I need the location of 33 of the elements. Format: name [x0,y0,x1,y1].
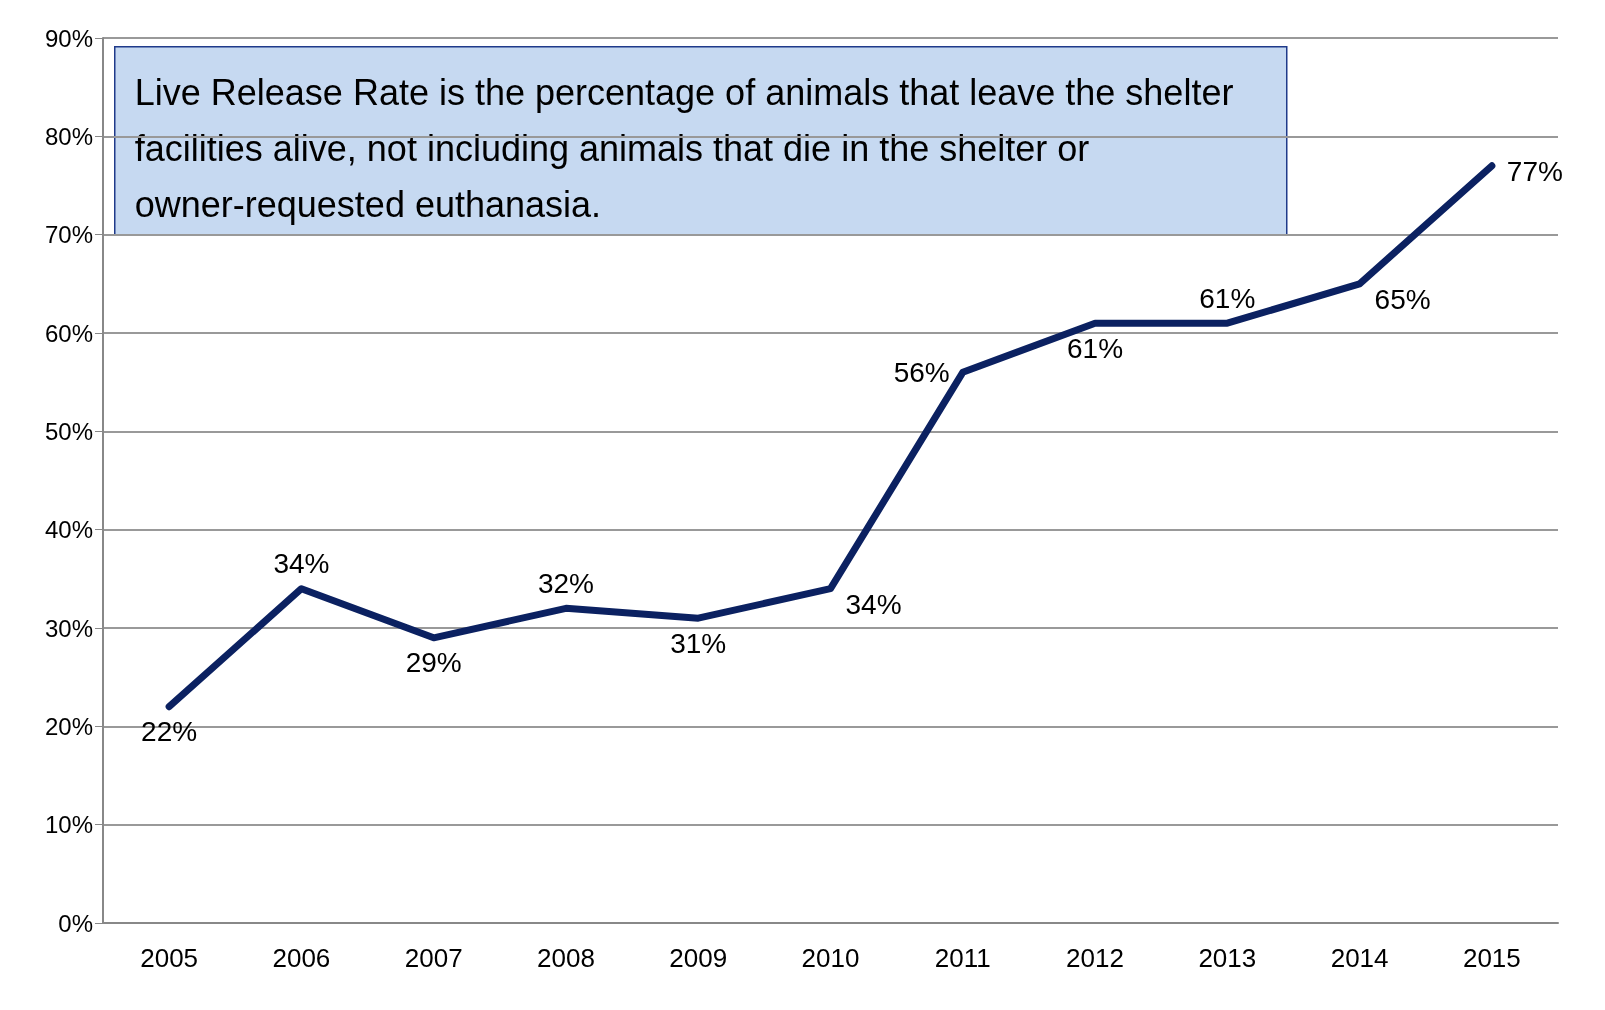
x-tick-label: 2010 [801,943,860,973]
data-label: 32% [537,567,594,599]
data-label: 61% [1199,282,1256,314]
data-label: 22% [141,716,198,748]
data-label: 61% [1067,332,1124,364]
y-tick-label: 80% [44,122,93,150]
x-tick-label: 2007 [404,943,463,973]
y-tick-label: 90% [44,24,93,52]
y-tick-label: 30% [44,614,93,642]
x-tick-label: 2009 [669,943,728,973]
data-label: 77% [1506,156,1563,188]
y-tick-label: 50% [44,417,93,445]
x-tick-label: 2006 [272,943,331,973]
x-tick-label: 2015 [1462,943,1521,973]
data-label: 65% [1374,284,1431,316]
y-tick-label: 10% [44,811,93,839]
x-tick-label: 2008 [537,943,595,973]
y-tick-label: 40% [44,516,93,544]
data-label: 29% [405,647,462,679]
x-tick-label: 2011 [934,943,991,973]
x-tick-label: 2005 [140,943,199,973]
x-tick-label: 2014 [1330,943,1389,973]
x-tick-label: 2012 [1066,943,1124,973]
data-label: 31% [670,627,727,659]
data-label: 34% [273,548,330,580]
annotation: Live Release Rate is the percentage of animals that leave the shelter facilities alive, not including animals that die in the shelter or owner-requested euthanasia. [134,72,1244,226]
y-tick-label: 0% [58,909,93,937]
y-tick-label: 60% [44,319,93,347]
x-tick-label: 2013 [1198,943,1257,973]
y-tick-label: 20% [44,712,93,740]
data-label: 34% [845,589,902,621]
y-tick-label: 70% [44,221,93,249]
data-label: 56% [893,356,950,388]
